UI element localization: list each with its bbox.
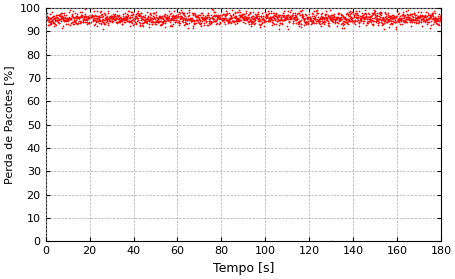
Y-axis label: Perda de Pacotes [%]: Perda de Pacotes [%] bbox=[4, 66, 14, 184]
X-axis label: Tempo [s]: Tempo [s] bbox=[212, 262, 273, 275]
